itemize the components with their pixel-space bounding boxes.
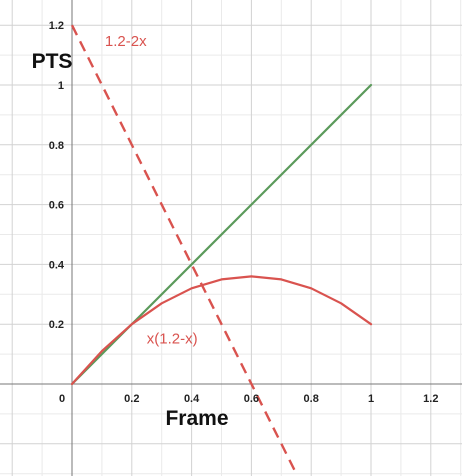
y-tick-label: 1 [58,80,64,92]
x-tick-label: 0.8 [304,393,319,405]
x-tick-label: 1.2 [423,393,438,405]
x-tick-label: 0 [59,393,65,405]
series-layer [70,24,373,475]
x-tick-label: 1 [368,393,374,405]
series-line-3 [70,24,298,475]
y-tick-label: 1.2 [49,20,64,32]
annotation-label: x(1.2-x) [147,331,198,348]
tick-labels: 0 0.2 0.4 0.6 0.8 1 1.2 0.2 0.4 0.6 0.8 1 1.2 [49,20,439,405]
annotation-label: 1.2-2x [105,33,147,50]
x-tick-label: 0.2 [124,393,139,405]
y-axis-label: PTS [32,50,73,73]
x-tick-label: 0.6 [244,393,259,405]
y-tick-label: 0.8 [49,140,64,152]
y-tick-label: 0.2 [49,319,64,331]
y-tick-label: 0.4 [49,259,65,271]
x-axis-label: Frame [165,407,228,430]
y-tick-label: 0.6 [49,200,64,212]
series-line-2 [70,275,373,386]
annotations: 1.2-2x x(1.2-x) [105,33,198,348]
x-tick-label: 0.4 [184,393,200,405]
